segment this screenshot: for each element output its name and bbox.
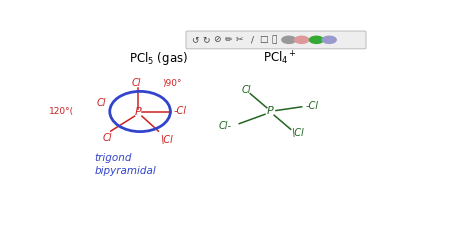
Text: Cl: Cl <box>132 78 141 88</box>
Text: Cl: Cl <box>242 85 251 95</box>
Text: trigond: trigond <box>94 153 132 163</box>
FancyBboxPatch shape <box>186 31 366 49</box>
Text: ↻: ↻ <box>202 35 210 44</box>
Text: )90°: )90° <box>162 79 182 88</box>
Text: Cl: Cl <box>97 98 106 108</box>
Text: P: P <box>267 106 274 116</box>
Text: □: □ <box>259 35 267 44</box>
Text: PCl$_4$$^+$: PCl$_4$$^+$ <box>263 50 297 67</box>
Text: \Cl: \Cl <box>291 128 303 138</box>
Circle shape <box>322 36 336 43</box>
Text: P: P <box>135 107 142 117</box>
Text: ⬛: ⬛ <box>272 35 277 44</box>
Text: ✏: ✏ <box>225 35 232 44</box>
Text: 120°(: 120°( <box>49 107 74 116</box>
Text: /: / <box>251 35 254 44</box>
Text: ✂: ✂ <box>236 35 243 44</box>
Circle shape <box>295 36 309 43</box>
Circle shape <box>282 36 296 43</box>
Text: PCl$_5$ (gas): PCl$_5$ (gas) <box>129 50 188 67</box>
Text: ↺: ↺ <box>191 35 199 44</box>
Text: ⊘: ⊘ <box>213 35 221 44</box>
Text: Cl-: Cl- <box>219 121 232 130</box>
Circle shape <box>310 36 323 43</box>
Text: -Cl: -Cl <box>173 106 186 116</box>
Text: Cl: Cl <box>102 133 112 143</box>
Text: -Cl: -Cl <box>305 101 319 111</box>
Text: bipyramidal: bipyramidal <box>94 166 156 176</box>
Text: \Cl: \Cl <box>160 135 173 145</box>
